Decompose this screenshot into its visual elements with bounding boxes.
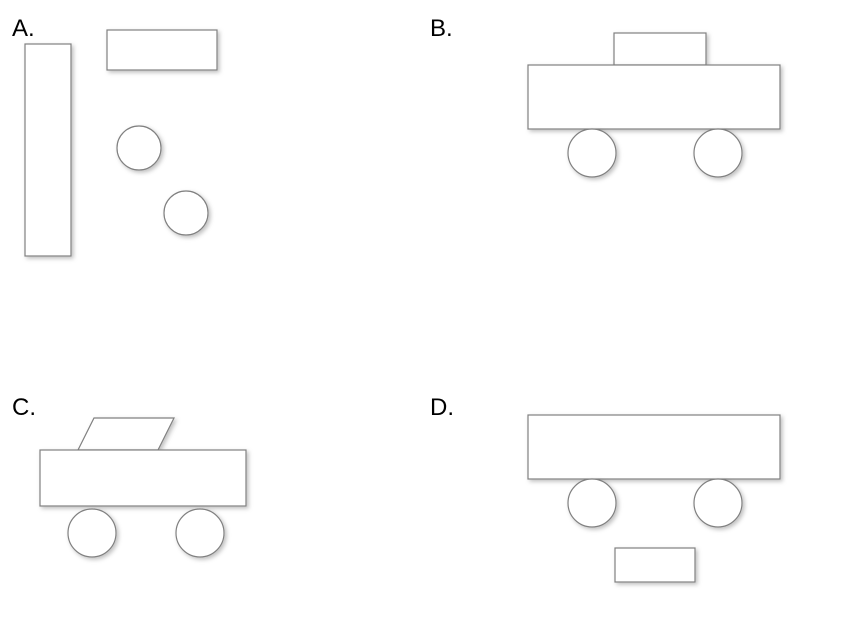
panel-b-body-rect — [528, 65, 780, 129]
panel-c-wheel-right — [176, 509, 224, 557]
panel-d-wheel-right — [694, 479, 742, 527]
panel-a-tall-rect — [25, 44, 71, 256]
panel-label-d: D. — [430, 394, 454, 422]
panel-label-c: C. — [12, 394, 36, 422]
panel-c-body-rect — [40, 450, 246, 506]
panel-a-circle-1 — [117, 126, 161, 170]
panel-d-small-rect — [615, 548, 695, 582]
panel-label-b: B. — [430, 15, 453, 43]
diagram-stage — [0, 0, 842, 638]
panel-d-body-rect — [528, 415, 780, 479]
panel-b-wheel-left — [568, 129, 616, 177]
panel-c-wheel-left — [68, 509, 116, 557]
panel-label-a: A. — [12, 15, 35, 43]
panel-a-small-rect — [107, 30, 217, 70]
panel-a-circle-2 — [164, 191, 208, 235]
panel-c-cab-parallelogram — [78, 418, 174, 450]
panel-b-cab-rect — [614, 33, 706, 65]
panel-d-wheel-left — [568, 479, 616, 527]
panel-b-wheel-right — [694, 129, 742, 177]
